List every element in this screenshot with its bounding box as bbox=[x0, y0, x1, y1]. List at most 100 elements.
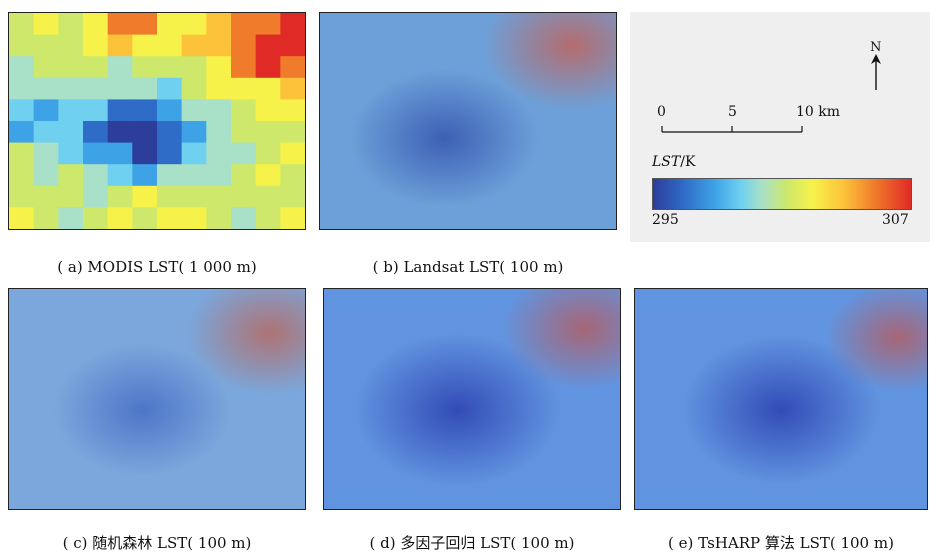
modis-pixel bbox=[33, 185, 59, 208]
modis-pixel bbox=[9, 185, 35, 208]
modis-pixel bbox=[132, 99, 158, 122]
legend-title-unit: /K bbox=[680, 154, 696, 170]
modis-pixel bbox=[33, 164, 59, 187]
modis-pixel bbox=[107, 56, 133, 79]
modis-pixel bbox=[157, 99, 183, 122]
modis-pixel bbox=[206, 142, 232, 165]
lst-colorbar bbox=[652, 178, 912, 210]
legend-min-label: 295 bbox=[652, 212, 679, 228]
modis-pixel bbox=[9, 77, 35, 100]
modis-pixel bbox=[83, 185, 109, 208]
scale-tick-0: 0 bbox=[657, 104, 666, 120]
legend-area: N 0 5 10 km LST/K 295 307 bbox=[630, 12, 930, 242]
modis-pixel bbox=[33, 34, 59, 57]
modis-pixel bbox=[9, 207, 35, 229]
tsharp-lst-raster bbox=[635, 289, 927, 509]
modis-pixel bbox=[255, 34, 281, 57]
modis-pixel bbox=[255, 121, 281, 144]
modis-pixel bbox=[255, 164, 281, 187]
modis-pixel bbox=[9, 142, 35, 165]
modis-pixel bbox=[83, 77, 109, 100]
modis-pixel bbox=[58, 121, 84, 144]
modis-pixel bbox=[231, 207, 257, 229]
modis-pixel bbox=[231, 56, 257, 79]
modis-pixel bbox=[9, 56, 35, 79]
modis-pixel bbox=[33, 121, 59, 144]
modis-pixel bbox=[231, 13, 257, 36]
modis-pixel bbox=[132, 56, 158, 79]
modis-pixel bbox=[280, 207, 305, 229]
modis-pixel bbox=[280, 34, 305, 57]
modis-pixel bbox=[83, 13, 109, 36]
modis-pixel bbox=[157, 77, 183, 100]
modis-pixel bbox=[58, 142, 84, 165]
modis-pixel bbox=[255, 13, 281, 36]
modis-pixel bbox=[33, 77, 59, 100]
modis-pixel bbox=[83, 142, 109, 165]
modis-pixel bbox=[206, 121, 232, 144]
modis-pixel bbox=[231, 142, 257, 165]
north-label: N bbox=[870, 40, 882, 55]
modis-pixel bbox=[107, 13, 133, 36]
modis-pixel bbox=[107, 207, 133, 229]
modis-pixel bbox=[107, 164, 133, 187]
modis-pixel bbox=[255, 185, 281, 208]
modis-pixel bbox=[58, 56, 84, 79]
modis-pixel bbox=[206, 207, 232, 229]
modis-pixel bbox=[280, 99, 305, 122]
modis-pixel bbox=[157, 185, 183, 208]
modis-pixel bbox=[255, 99, 281, 122]
legend-title: LST/K bbox=[652, 154, 695, 170]
modis-pixel bbox=[58, 185, 84, 208]
modis-pixel bbox=[83, 56, 109, 79]
modis-pixel bbox=[132, 142, 158, 165]
modis-pixel bbox=[132, 13, 158, 36]
modis-pixel bbox=[9, 13, 35, 36]
modis-pixel bbox=[107, 34, 133, 57]
modis-pixel bbox=[231, 121, 257, 144]
map-panel-b bbox=[319, 12, 617, 230]
modis-pixel bbox=[157, 121, 183, 144]
modis-pixel bbox=[83, 164, 109, 187]
modis-pixel bbox=[33, 99, 59, 122]
modis-pixel bbox=[83, 99, 109, 122]
modis-pixel bbox=[132, 34, 158, 57]
map-panel-c bbox=[8, 288, 306, 510]
modis-pixel bbox=[181, 56, 207, 79]
scale-bar bbox=[661, 126, 803, 133]
modis-pixel bbox=[157, 207, 183, 229]
modis-pixel bbox=[107, 185, 133, 208]
modis-pixel bbox=[181, 34, 207, 57]
modis-pixel bbox=[107, 77, 133, 100]
legend-max-label: 307 bbox=[882, 212, 909, 228]
modis-pixel bbox=[58, 77, 84, 100]
modis-pixel bbox=[9, 34, 35, 57]
modis-pixel bbox=[206, 56, 232, 79]
scale-tick-10: 10 km bbox=[796, 104, 841, 120]
modis-pixel bbox=[181, 13, 207, 36]
modis-pixel bbox=[206, 185, 232, 208]
modis-pixel bbox=[280, 185, 305, 208]
modis-lst-raster bbox=[9, 13, 305, 229]
modis-pixel bbox=[9, 99, 35, 122]
modis-pixel bbox=[9, 121, 35, 144]
modis-pixel bbox=[181, 77, 207, 100]
modis-pixel bbox=[107, 142, 133, 165]
map-panel-a bbox=[8, 12, 306, 230]
caption-e: ( e) TsHARP 算法 LST( 100 m) bbox=[668, 534, 894, 552]
modis-pixel bbox=[83, 34, 109, 57]
landsat-lst-raster bbox=[320, 13, 616, 229]
multi-factor-regression-lst-raster bbox=[324, 289, 620, 509]
map-panel-e bbox=[634, 288, 928, 510]
modis-pixel bbox=[255, 56, 281, 79]
modis-pixel bbox=[231, 99, 257, 122]
modis-pixel bbox=[132, 164, 158, 187]
modis-pixel bbox=[132, 121, 158, 144]
modis-pixel bbox=[280, 56, 305, 79]
modis-pixel bbox=[181, 207, 207, 229]
modis-pixel bbox=[280, 142, 305, 165]
caption-c: ( c) 随机森林 LST( 100 m) bbox=[62, 534, 252, 552]
modis-pixel bbox=[255, 77, 281, 100]
modis-pixel bbox=[58, 99, 84, 122]
caption-d: ( d) 多因子回归 LST( 100 m) bbox=[369, 534, 575, 552]
